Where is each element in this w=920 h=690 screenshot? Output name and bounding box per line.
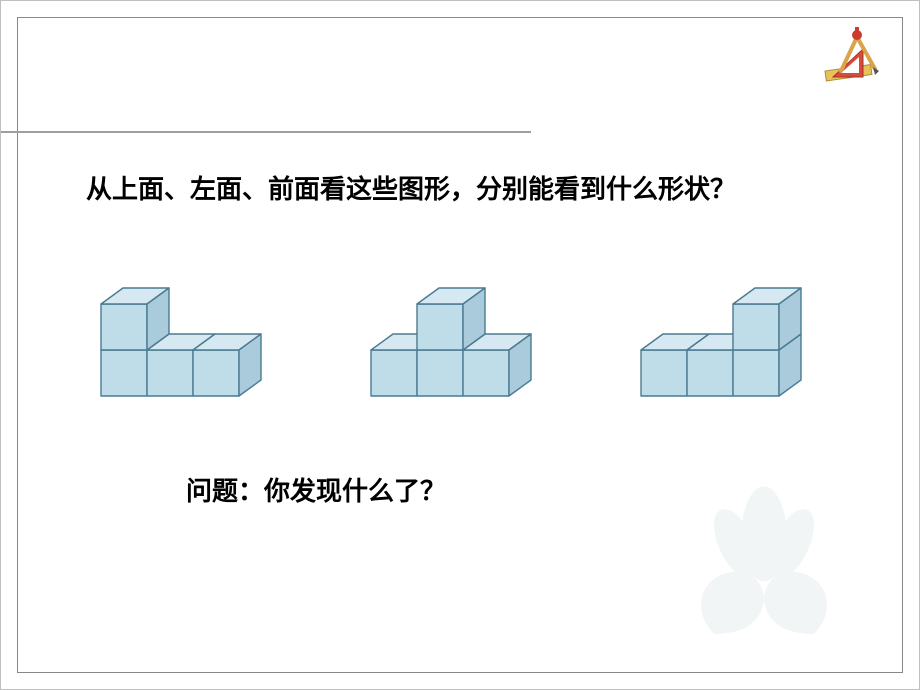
figures-row [71,241,851,411]
shape-left [101,288,261,396]
horizontal-rule [1,131,531,133]
question-main: 从上面、左面、前面看这些图形，分别能看到什么形状？ [86,169,736,206]
geometry-tools-icon [819,27,889,87]
shape-middle [371,288,531,396]
question-sub: 问题：你发现什么了？ [186,471,446,508]
slide: 从上面、左面、前面看这些图形，分别能看到什么形状？ 问题：你发现什么了？ [0,0,920,690]
shape-right [641,288,801,396]
